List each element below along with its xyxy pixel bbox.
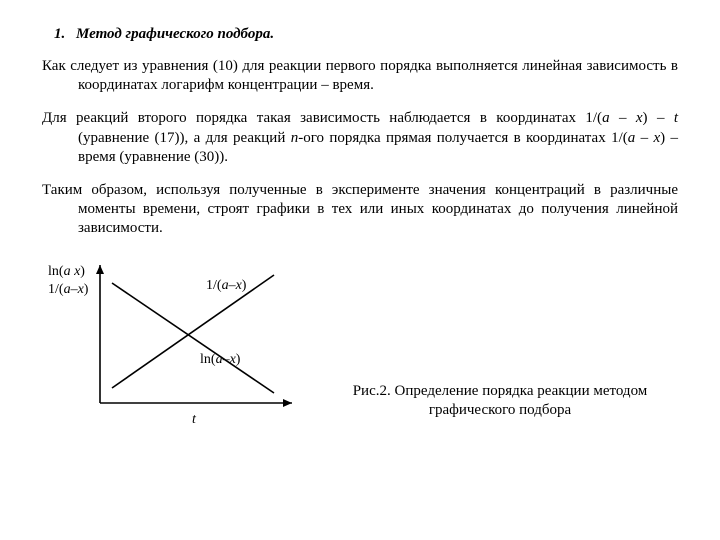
chart-cell: ln(a x) 1/(a–x) 1/(a–x) ln(a–x) t xyxy=(42,253,302,438)
p3-text: Таким образом, используя полученные в эк… xyxy=(42,182,678,236)
section-heading: 1.Метод графического подбора. xyxy=(42,26,678,43)
paragraph-2: Для реакций второго порядка такая зависи… xyxy=(42,109,678,167)
figure-caption: Рис.2. Определение порядка реакции метод… xyxy=(322,382,678,438)
svg-text:1/(a–x): 1/(a–x) xyxy=(206,278,247,293)
svg-text:ln(a x): ln(a x) xyxy=(48,264,85,279)
figure-row: ln(a x) 1/(a–x) 1/(a–x) ln(a–x) t Рис.2. Опр… xyxy=(42,253,678,438)
heading-number: 1. xyxy=(54,26,76,43)
order-chart: ln(a x) 1/(a–x) 1/(a–x) ln(a–x) t xyxy=(42,253,302,433)
paragraph-1: Как следует из уравнения (10) для реакци… xyxy=(42,57,678,95)
svg-text:t: t xyxy=(192,412,197,427)
page: 1.Метод графического подбора. Как следуе… xyxy=(0,0,720,448)
heading-title: Метод графического подбора xyxy=(76,26,270,42)
p1-text: Как следует из уравнения (10) для реакци… xyxy=(42,58,678,93)
svg-text:1/(a–x): 1/(a–x) xyxy=(48,282,89,297)
paragraph-3: Таким образом, используя полученные в эк… xyxy=(42,181,678,239)
svg-text:ln(a–x): ln(a–x) xyxy=(200,352,241,367)
